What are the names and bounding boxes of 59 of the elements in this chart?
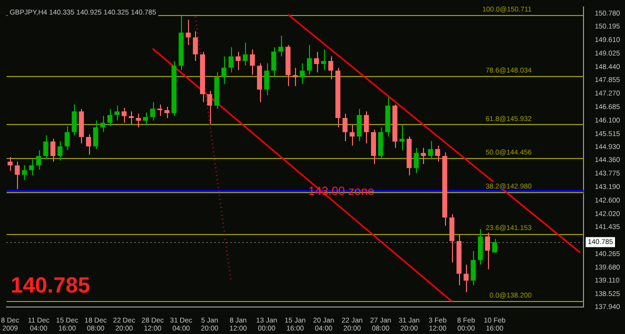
candlestick	[50, 138, 56, 162]
candlestick	[242, 42, 248, 66]
candlestick	[107, 108, 112, 127]
candlestick	[278, 35, 284, 57]
candlestick	[143, 112, 148, 126]
candlestick	[485, 232, 490, 270]
candlestick	[150, 102, 156, 121]
candlestick	[136, 113, 141, 128]
candlestick	[300, 62, 305, 84]
candlestick	[228, 46, 234, 73]
candlestick	[221, 56, 226, 84]
candlestick	[420, 147, 426, 164]
candlestick	[470, 250, 476, 286]
candlestick	[93, 120, 98, 150]
candlestick	[364, 110, 369, 144]
candlestick	[114, 105, 120, 121]
candlestick	[428, 140, 434, 160]
candlestick	[157, 104, 162, 116]
candlestick	[371, 129, 376, 164]
candlestick	[100, 115, 106, 132]
candlestick	[192, 30, 198, 62]
candlestick	[464, 264, 469, 293]
candlestick	[292, 67, 298, 87]
candlestick	[122, 107, 127, 124]
candlestick	[478, 228, 483, 266]
candlestick	[164, 106, 170, 119]
candlestick	[414, 147, 419, 174]
candlestick	[350, 124, 355, 146]
annotation: 140.785	[10, 272, 90, 298]
candlestick	[257, 62, 262, 103]
candlestick	[356, 108, 362, 142]
candlestick	[36, 150, 42, 170]
band-label: 143.00 zone	[308, 184, 375, 198]
candlestick	[378, 126, 384, 160]
candlestick	[328, 56, 334, 80]
candlestick	[236, 51, 241, 71]
candlestick	[128, 110, 134, 124]
candlestick	[250, 49, 255, 76]
candlestick	[14, 161, 20, 190]
candlestick	[264, 62, 270, 96]
candlestick	[29, 158, 34, 176]
candlestick	[72, 104, 77, 136]
candlestick	[306, 44, 312, 76]
candlestick	[186, 19, 191, 46]
candlestick	[86, 134, 92, 156]
candlestick	[321, 49, 326, 71]
candlestick	[8, 156, 13, 172]
candlestick	[271, 46, 276, 78]
candlestick	[435, 145, 440, 162]
candlestick	[58, 140, 63, 162]
candlestick	[207, 90, 212, 124]
candlestick	[342, 113, 348, 142]
candlestick	[64, 126, 70, 151]
candlestick	[314, 51, 320, 73]
candlestick	[400, 124, 405, 151]
candlestick	[492, 238, 498, 254]
candlestick	[43, 134, 48, 160]
candlestick	[449, 214, 454, 263]
candlestick	[22, 164, 27, 180]
